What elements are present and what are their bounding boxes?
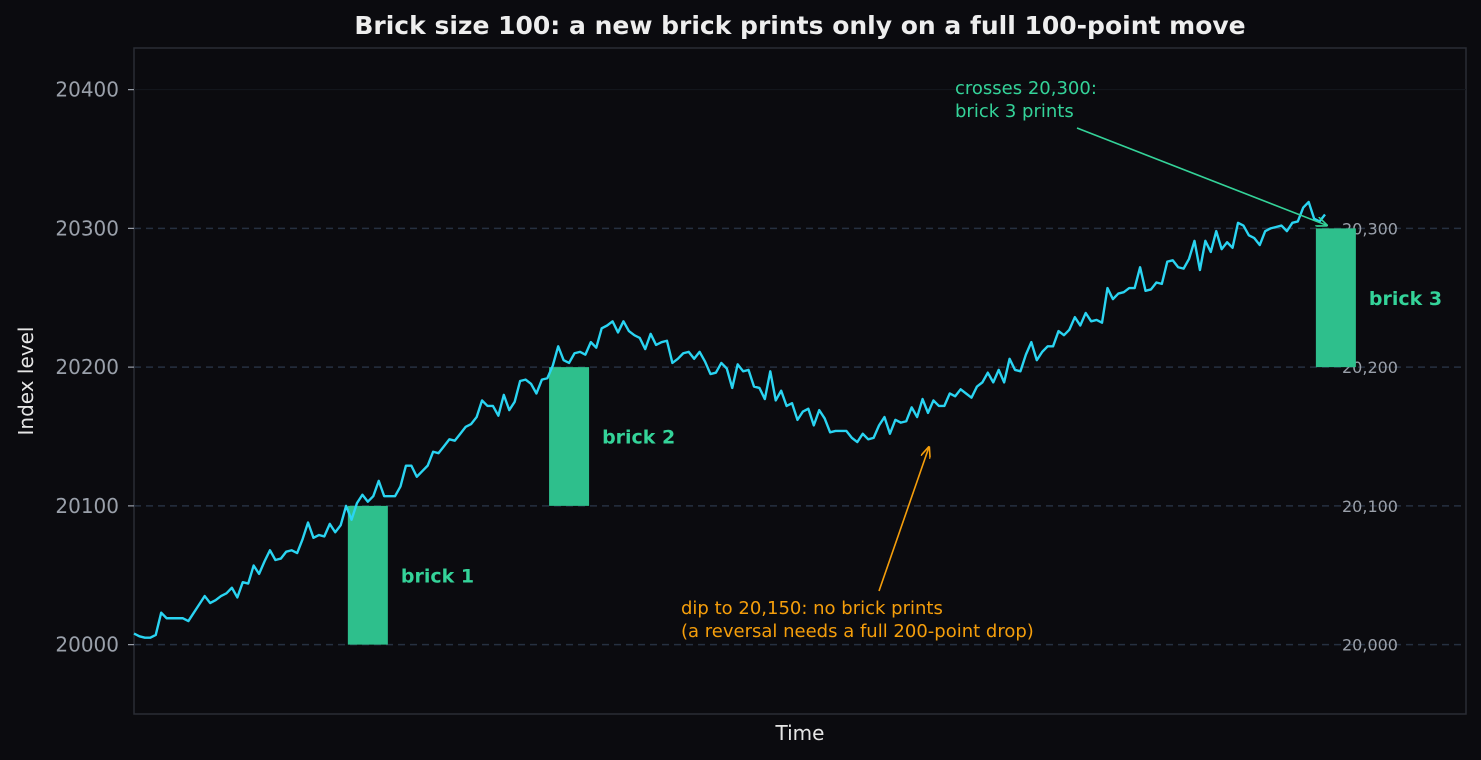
brick-label: brick 1 xyxy=(401,565,474,587)
brick xyxy=(549,367,590,506)
level-label: 20,100 xyxy=(1342,497,1398,516)
level-label: 20,200 xyxy=(1342,358,1398,377)
annotation-text: dip to 20,150: no brick prints (a reversa… xyxy=(681,598,1034,642)
y-ticks: 20000 20100 20200 20300 20400 xyxy=(55,78,134,657)
annotation-text: crosses 20,300: brick 3 prints xyxy=(955,78,1097,122)
brick xyxy=(1315,228,1356,368)
annotation-arrow xyxy=(1076,127,1327,225)
y-tick-label: 20200 xyxy=(55,355,119,379)
brick xyxy=(347,505,388,645)
bricks: brick 1 brick 2 brick 3 xyxy=(347,228,1442,645)
y-tick-label: 20400 xyxy=(55,78,119,102)
series-line xyxy=(133,200,1326,639)
series xyxy=(133,200,1326,639)
brick-label: brick 2 xyxy=(602,427,675,449)
y-tick-label: 20100 xyxy=(55,494,119,518)
y-tick-label: 20000 xyxy=(55,633,119,657)
x-axis-label: Time xyxy=(775,721,825,745)
y-tick-label: 20300 xyxy=(55,216,119,240)
brick-label: brick 3 xyxy=(1369,288,1442,310)
y-axis-label: Index level xyxy=(14,327,38,436)
level-label: 20,000 xyxy=(1342,636,1398,655)
chart-title: Brick size 100: a new brick prints only … xyxy=(354,11,1245,40)
annotation-arrow xyxy=(878,447,929,592)
annotations: crosses 20,300: brick 3 prints dip to 20,1… xyxy=(681,78,1327,642)
plot-frame xyxy=(133,47,1467,715)
level-label: 20,300 xyxy=(1342,219,1398,238)
level-lines: 20,000 20,100 20,200 20,300 xyxy=(134,219,1466,655)
